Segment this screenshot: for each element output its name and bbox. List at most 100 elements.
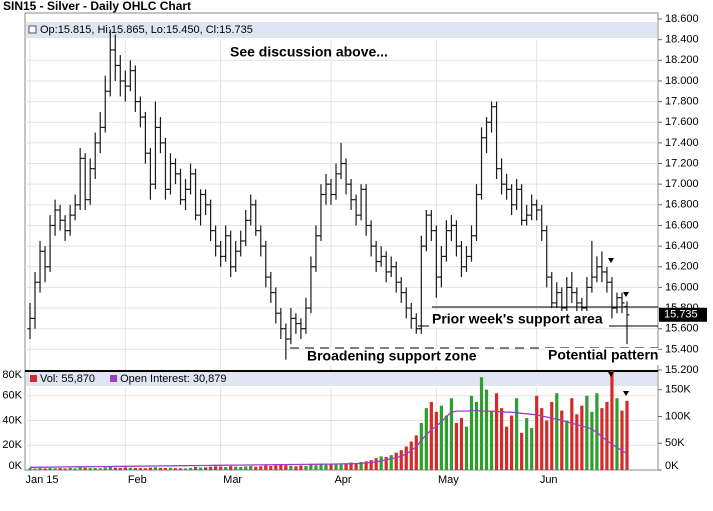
y-tick-label: 18.400 — [665, 34, 699, 46]
volume-bar — [289, 465, 293, 470]
y-tick-label: 18.200 — [665, 54, 699, 66]
volume-bar — [108, 466, 112, 470]
annotation: See discussion above... — [230, 44, 388, 60]
y-tick-label: 60K — [2, 390, 22, 402]
volume-bar — [299, 465, 303, 470]
volume-bar — [309, 464, 313, 470]
volume-bar — [153, 467, 158, 470]
volume-bar — [575, 414, 579, 470]
volume-bar — [98, 468, 102, 470]
x-tick-label: Feb — [128, 474, 147, 486]
volume-bar — [565, 420, 569, 470]
volume-bar — [590, 411, 594, 470]
chart-title: SIN15 - Silver - Daily OHLC Chart — [3, 0, 191, 13]
volume-bar — [334, 463, 338, 470]
volume-bar — [439, 405, 443, 470]
volume-bar — [464, 426, 469, 470]
volume-bar — [474, 401, 479, 470]
volume-bar — [469, 395, 474, 470]
volume-bar — [620, 410, 624, 470]
volume-bar — [560, 410, 564, 470]
volume-bar — [168, 467, 173, 470]
volume-bar — [279, 465, 283, 470]
volume-bar — [424, 408, 428, 470]
volume-bar — [103, 467, 107, 470]
legend-label: Vol: 55,870 — [40, 373, 95, 385]
volume-bar — [615, 398, 619, 470]
volume-bar — [209, 466, 213, 470]
volume-bar — [234, 466, 238, 470]
volume-bar — [148, 467, 153, 470]
volume-bar — [244, 466, 248, 470]
y-tick-label: 0K — [9, 460, 23, 472]
y-tick-label: 15.600 — [665, 323, 699, 335]
volume-bar — [274, 465, 278, 470]
volume-bar — [304, 466, 308, 470]
volume-bar — [595, 393, 599, 470]
volume-bar — [128, 467, 132, 470]
volume-bar — [269, 466, 273, 470]
annotation: Broadening support zone — [307, 348, 477, 364]
x-tick-label: Jun — [540, 474, 558, 486]
volume-bar — [510, 415, 514, 470]
volume-bar — [123, 467, 127, 470]
volume-bar — [73, 468, 77, 470]
volume-bar — [188, 467, 193, 470]
volume-bar — [143, 468, 147, 470]
ohlc-legend: Op:15.815, Hi:15.865, Lo:15.450, Cl:15.7… — [40, 24, 253, 36]
volume-bar — [404, 446, 408, 470]
volume-bar — [203, 467, 208, 470]
y-tick-label: 80K — [2, 369, 22, 381]
volume-bar — [173, 468, 178, 470]
volume-bar — [63, 468, 67, 470]
y-tick-label: 40K — [2, 414, 22, 426]
volume-bar — [409, 441, 413, 470]
volume-bar — [625, 400, 629, 470]
y-tick-label: 16.600 — [665, 219, 699, 231]
volume-bar — [284, 465, 288, 470]
volume-bar — [555, 393, 559, 470]
volume-bar — [88, 468, 92, 470]
volume-bar — [585, 395, 589, 470]
volume-bar — [93, 468, 97, 470]
volume-bar — [349, 462, 353, 470]
volume-bar — [118, 467, 122, 470]
volume-bar — [138, 468, 142, 470]
x-tick-label: Jan 15 — [25, 474, 58, 486]
y-tick-label: 17.400 — [665, 137, 699, 149]
volume-bar — [319, 464, 323, 470]
legend-label: Open Interest: 30,879 — [120, 373, 226, 385]
volume-bar — [43, 468, 47, 470]
volume-bar — [459, 418, 464, 470]
y-tick-label: 17.600 — [665, 116, 699, 128]
y2-tick-label: 50K — [665, 437, 685, 449]
volume-bar — [600, 408, 604, 470]
volume-bar — [329, 464, 333, 470]
volume-bar — [339, 464, 343, 470]
volume-bar — [434, 411, 438, 470]
y-tick-label: 20K — [2, 439, 22, 451]
volume-bar — [419, 422, 423, 470]
volume-bar — [48, 468, 52, 470]
y2-tick-label: 0K — [665, 460, 679, 472]
y-tick-label: 18.000 — [665, 75, 699, 87]
annotation-bg — [304, 349, 484, 366]
volume-bar — [219, 466, 223, 470]
legend-swatch — [110, 375, 118, 382]
y2-tick-label: 150K — [665, 384, 691, 396]
volume-bar — [178, 468, 183, 470]
volume-bar — [525, 418, 529, 470]
y-tick-label: 15.400 — [665, 343, 699, 355]
annotation-bg — [429, 311, 609, 328]
volume-bar — [374, 458, 378, 470]
volume-bar — [489, 410, 494, 470]
volume-bar — [68, 467, 72, 470]
volume-bar — [249, 465, 253, 470]
volume-bar — [354, 463, 358, 470]
volume-bar — [224, 466, 228, 470]
legend-swatch — [28, 25, 37, 34]
volume-bar — [364, 461, 368, 470]
y-tick-label: 18.600 — [665, 13, 699, 25]
volume-bar — [314, 465, 318, 470]
last-price-tag — [659, 307, 707, 322]
